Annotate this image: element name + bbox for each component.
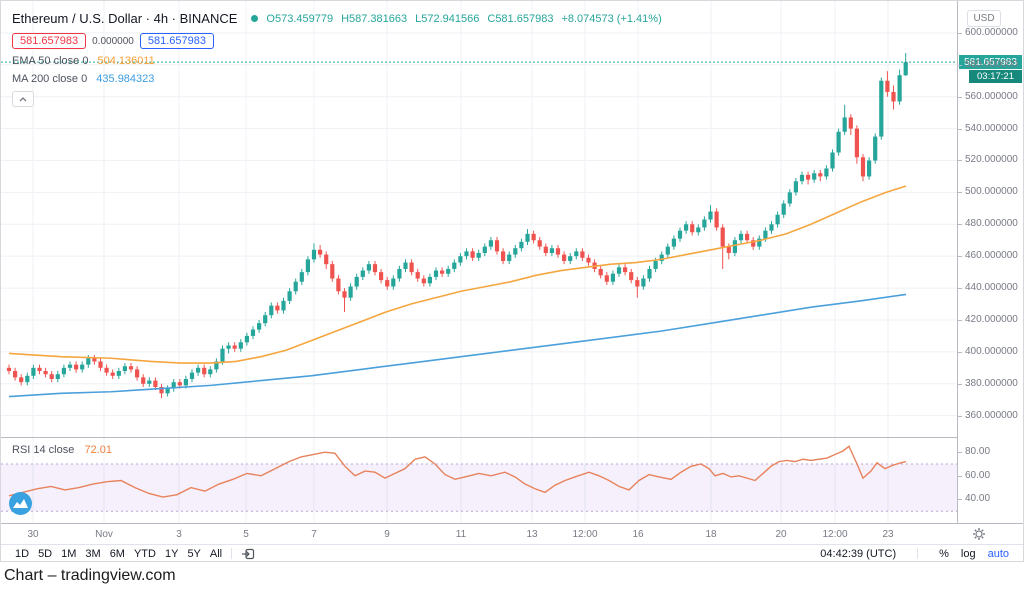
current-price-badge: 581.657983 <box>959 55 1022 70</box>
log-scale-button[interactable]: log <box>960 547 976 560</box>
time-tick-label: 9 <box>384 529 390 540</box>
price-tick-label: 380.000000 <box>958 377 1018 389</box>
spread-value: 0.000000 <box>92 35 134 47</box>
tradingview-logo[interactable] <box>9 492 32 515</box>
open-value: O573.459779 <box>266 12 334 25</box>
time-axis[interactable]: 30 Nov 3 5 7 9 11 13 12:00 16 18 20 12:00 23 <box>1 524 1023 544</box>
range-button-5Y[interactable]: 5Y <box>187 547 201 560</box>
image-caption: Chart – tradingview.com <box>4 567 176 584</box>
ma-200-legend[interactable]: MA 200 close 0 435.984323 <box>12 73 662 85</box>
mountain-chart-icon <box>13 499 28 508</box>
ema-50-label: EMA 50 close 0 <box>12 55 89 67</box>
auto-scale-button[interactable]: auto <box>987 547 1009 560</box>
range-button-6M[interactable]: 6M <box>109 547 125 560</box>
ma-200-label: MA 200 close 0 <box>12 73 88 85</box>
time-tick-label: 30 <box>27 529 39 540</box>
time-tick-label: 5 <box>243 529 249 540</box>
collapse-legend-button[interactable] <box>12 91 34 107</box>
rsi-tick-label: 60.00 <box>957 469 991 481</box>
bar-countdown: 03:17:21 <box>969 69 1022 83</box>
rsi-value: 72.01 <box>84 444 112 456</box>
price-axis-line <box>957 1 958 523</box>
time-axis-divider <box>1 523 1023 524</box>
range-button-3M[interactable]: 3M <box>85 547 101 560</box>
clock-utc[interactable]: 04:42:39 (UTC) <box>820 547 897 560</box>
close-value: C581.657983 <box>487 12 554 25</box>
chevron-up-icon <box>19 96 27 101</box>
time-tick-label: 7 <box>311 529 317 540</box>
range-button-YTD[interactable]: YTD <box>133 547 156 560</box>
price-tick-label: 500.000000 <box>958 186 1018 198</box>
percent-scale-button[interactable]: % <box>939 547 949 560</box>
time-tick-label: 16 <box>632 529 644 540</box>
rsi-tick-label: 80.00 <box>957 446 991 458</box>
sell-button[interactable]: 581.657983 <box>12 33 87 49</box>
time-tick-label: 20 <box>775 529 787 540</box>
symbol-title[interactable]: Ethereum / U.S. Dollar · 4h · BINANCE <box>12 11 238 26</box>
ema-50-legend[interactable]: EMA 50 close 0 504.136011 <box>12 55 662 67</box>
time-tick-label: 23 <box>882 529 894 540</box>
high-value: H587.381663 <box>341 12 408 25</box>
gear-icon[interactable] <box>972 527 986 541</box>
pane-divider[interactable] <box>1 437 957 438</box>
ema-50-value: 504.136011 <box>97 55 155 67</box>
price-pane[interactable] <box>1 1 957 438</box>
toolbar-divider-2 <box>917 548 919 559</box>
chart-area: USD 581.657983 03:17:21 600.000000 580.00… <box>1 1 1023 544</box>
time-tick-label: 3 <box>176 529 182 540</box>
change-value: +8.074573 (+1.41%) <box>561 12 662 25</box>
market-status-dot <box>251 15 259 22</box>
time-tick-label: 13 <box>526 529 538 540</box>
go-to-date-icon[interactable] <box>241 547 255 561</box>
time-tick-label: 11 <box>455 529 467 540</box>
tradingview-chart-widget: USD 581.657983 03:17:21 600.000000 580.00… <box>0 0 1024 562</box>
range-button-5D[interactable]: 5D <box>38 547 53 560</box>
date-range-buttons: 1D 5D 1M 3M 6M YTD 1Y 5Y All <box>1 548 222 560</box>
price-tick-label: 440.000000 <box>958 282 1018 294</box>
toolbar-divider <box>231 548 233 559</box>
price-tick-label: 600.000000 <box>958 26 1018 38</box>
rsi-pane[interactable] <box>1 438 957 523</box>
rsi-label: RSI 14 close <box>12 444 75 456</box>
price-tick-label: 560.000000 <box>958 90 1018 102</box>
range-button-All[interactable]: All <box>209 547 223 560</box>
low-value: L572.941566 <box>415 12 480 25</box>
currency-toggle-button[interactable]: USD <box>967 10 1001 27</box>
range-button-1Y[interactable]: 1Y <box>164 547 179 560</box>
time-tick-label: 12:00 <box>822 529 848 540</box>
rsi-tick-label: 40.00 <box>957 493 991 505</box>
bottom-toolbar: 1D 5D 1M 3M 6M YTD 1Y 5Y All 04:42:39 (UTC) % lo… <box>1 544 1023 561</box>
price-axis[interactable]: USD 581.657983 03:17:21 600.000000 580.00… <box>957 1 1023 523</box>
ohlc-values: O573.459779 H587.381663 L572.941566 C581… <box>266 13 661 25</box>
price-tick-label: 540.000000 <box>958 122 1018 134</box>
price-tick-label: 420.000000 <box>958 313 1018 325</box>
price-tick-label: 360.000000 <box>958 409 1018 421</box>
range-button-1D[interactable]: 1D <box>15 547 30 560</box>
rsi-legend[interactable]: RSI 14 close 72.01 <box>12 444 112 456</box>
time-tick-label: Nov <box>95 529 113 540</box>
price-tick-label: 580.000000 <box>958 58 1018 70</box>
buy-button[interactable]: 581.657983 <box>139 33 214 49</box>
time-tick-label: 18 <box>705 529 717 540</box>
price-tick-label: 480.000000 <box>958 218 1018 230</box>
price-tick-label: 400.000000 <box>958 345 1018 357</box>
price-tick-label: 520.000000 <box>958 154 1018 166</box>
toolbar-right: 04:42:39 (UTC) % log auto <box>820 548 1023 560</box>
price-tick-label: 460.000000 <box>958 250 1018 262</box>
range-button-1M[interactable]: 1M <box>61 547 77 560</box>
time-tick-label: 12:00 <box>572 529 598 540</box>
ma-200-value: 435.984323 <box>96 73 155 85</box>
chart-legend: Ethereum / U.S. Dollar · 4h · BINANCE O5… <box>12 11 662 107</box>
